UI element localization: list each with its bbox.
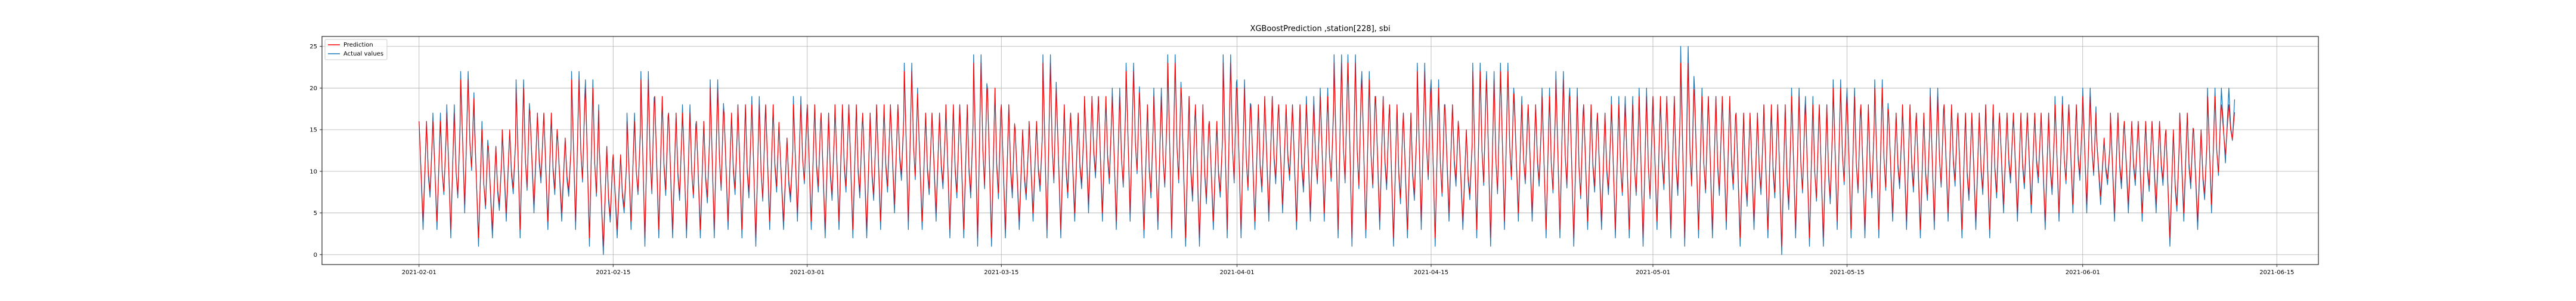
y-axis: 0 5 10 15 20 25 (309, 44, 322, 259)
plot-frame (321, 36, 2319, 265)
x-tick-label: 2021-02-01 (402, 269, 436, 276)
x-tick-label: 2021-02-15 (596, 269, 630, 276)
chart-title: XGBoostPrediction ,station[228], sbi (1250, 24, 1390, 33)
legend-frame (324, 39, 388, 60)
x-axis: 2021-02-01 2021-02-15 2021-03-01 2021-03-15… (402, 265, 2294, 276)
x-tick-label: 2021-05-01 (1636, 269, 1670, 276)
x-tick-label: 2021-04-01 (1219, 269, 1254, 276)
series-line-prediction (419, 63, 2236, 247)
x-tick-label: 2021-06-15 (2259, 269, 2294, 276)
y-tick-label: 15 (309, 127, 317, 134)
x-tick-label: 2021-05-15 (1829, 269, 1864, 276)
y-tick-label: 5 (314, 210, 317, 217)
y-tick-label: 25 (309, 44, 317, 50)
legend: Prediction Actual values (324, 39, 388, 60)
legend-label-prediction: Prediction (343, 42, 373, 48)
legend-label-actual: Actual values (343, 51, 383, 57)
data-layer (419, 46, 2236, 255)
y-tick-label: 0 (314, 252, 317, 259)
x-tick-label: 2021-03-15 (984, 269, 1018, 276)
y-tick-label: 20 (309, 85, 317, 92)
x-tick-label: 2021-06-01 (2066, 269, 2100, 276)
x-tick-label: 2021-03-01 (790, 269, 825, 276)
x-tick-label: 2021-04-15 (1414, 269, 1448, 276)
y-tick-label: 10 (309, 168, 317, 175)
